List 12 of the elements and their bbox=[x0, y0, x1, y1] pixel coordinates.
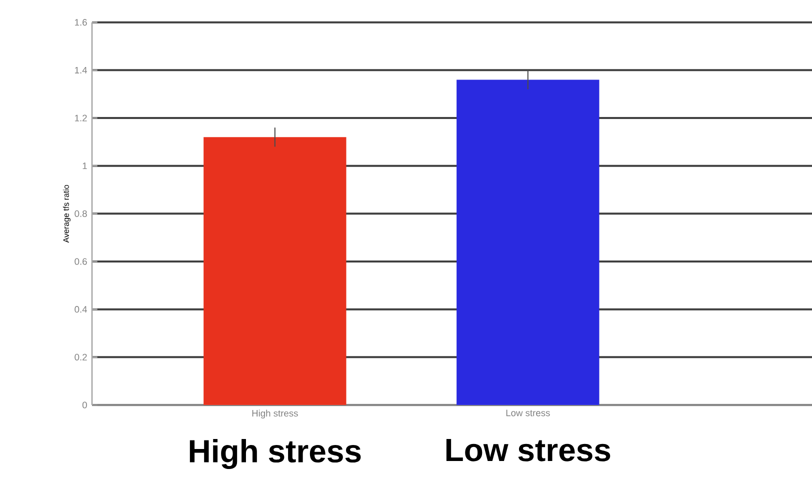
y-tick-label: 0 bbox=[82, 402, 87, 408]
y-axis-title: Average tfs ratio bbox=[63, 184, 70, 243]
y-tick-label: 0.8 bbox=[74, 210, 87, 217]
y-tick-label: 0.6 bbox=[74, 258, 87, 265]
y-tick-label: 1 bbox=[82, 162, 87, 170]
y-tick-label: 0.4 bbox=[74, 306, 88, 313]
y-tick-label: 1.2 bbox=[75, 114, 87, 122]
y-tick-label: 1.4 bbox=[75, 66, 88, 74]
text: Low stress bbox=[446, 439, 610, 462]
text: High stress bbox=[190, 439, 361, 470]
y-tick-label: 1.6 bbox=[75, 19, 87, 26]
y-tick-label: 0.2 bbox=[74, 354, 87, 360]
